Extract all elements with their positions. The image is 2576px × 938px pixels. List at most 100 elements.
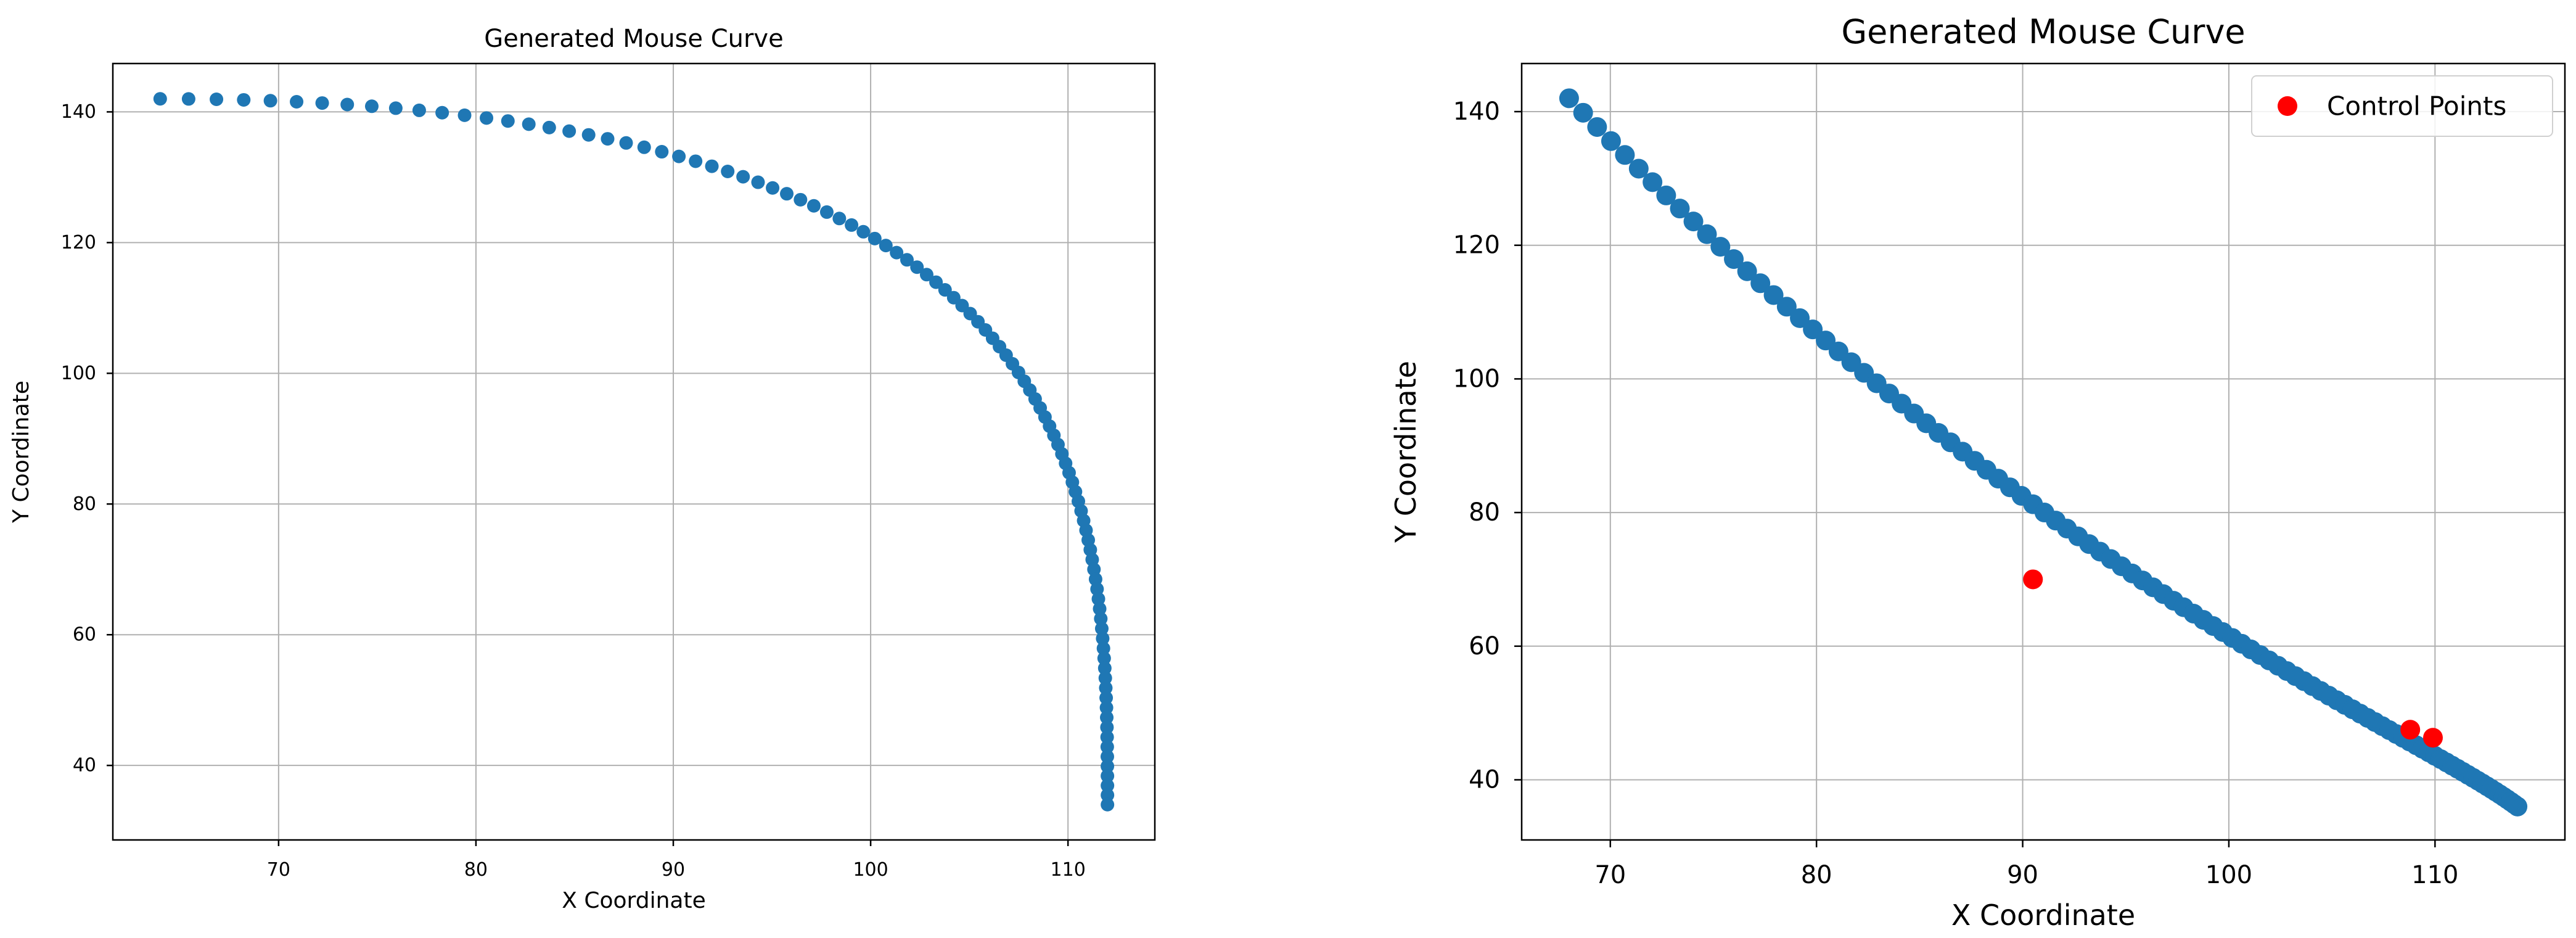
curve-point: [1615, 145, 1635, 165]
x-tick-label: 100: [2205, 861, 2252, 889]
y-tick-label: 60: [1469, 632, 1500, 660]
curve-point: [1101, 797, 1115, 812]
y-tick-label: 100: [1453, 364, 1500, 393]
curve-point: [1090, 582, 1104, 596]
x-tick-label: 80: [1801, 861, 1832, 889]
legend-box: [2251, 75, 2553, 137]
chart-left-x-axis-label: X Coordinate: [562, 888, 705, 913]
x-tick-label: 100: [853, 859, 888, 881]
y-tick-label: 40: [73, 755, 96, 776]
curve-point: [637, 140, 651, 154]
curve-point: [856, 224, 871, 239]
curve-point: [794, 192, 808, 207]
y-tick-label: 80: [73, 493, 96, 515]
x-tick-label: 110: [2411, 861, 2458, 889]
curve-point: [1670, 199, 1690, 219]
x-tick-label: 90: [662, 859, 685, 881]
curve-point: [806, 199, 821, 213]
chart-left-y-axis-label: Y Coordinate: [9, 381, 34, 524]
curve-point: [900, 253, 914, 267]
curve-point: [879, 239, 893, 253]
curve-point: [1094, 622, 1109, 636]
chart-left-title: Generated Mouse Curve: [484, 25, 783, 53]
chart-right-y-axis-label: Y Coordinate: [1389, 361, 1422, 543]
curve-point: [435, 105, 449, 120]
curve-point: [1816, 331, 1836, 351]
y-tick-label: 60: [73, 624, 96, 646]
curve-point: [1724, 249, 1744, 269]
curve-point: [1628, 158, 1649, 179]
curve-point: [766, 181, 780, 195]
chart-left-ticks: 70 80 90 100 110 40 60 80 100 120 140: [61, 101, 1086, 881]
curve-point: [1100, 749, 1114, 763]
curve-point: [1763, 285, 1784, 305]
y-tick-label: 40: [1469, 765, 1500, 794]
curve-point: [780, 187, 794, 201]
curve-point: [1683, 212, 1704, 232]
curve-point: [938, 283, 952, 297]
curve-point: [1601, 131, 1621, 151]
curve-point: [1776, 297, 1797, 317]
curve-point: [1643, 172, 1663, 192]
curve-point: [237, 93, 251, 107]
curve-point: [705, 159, 719, 173]
control-point: [2023, 569, 2043, 590]
curve-point: [562, 124, 576, 138]
curve-point: [1101, 788, 1115, 802]
curve-point: [751, 175, 765, 189]
curve-point: [1096, 632, 1110, 646]
curve-point: [364, 99, 379, 113]
curve-point: [672, 149, 686, 163]
curve-point: [1737, 261, 1757, 281]
curve-point: [619, 136, 633, 150]
x-tick-label: 70: [267, 859, 290, 881]
chart-right-plot-frame: [1520, 62, 2566, 841]
curve-point: [340, 97, 355, 112]
curve-point: [1100, 730, 1114, 744]
curve-point: [736, 170, 750, 184]
curve-point: [542, 120, 556, 134]
y-tick-label: 140: [61, 101, 96, 123]
chart-right-x-axis-label: X Coordinate: [1951, 899, 2135, 932]
chart-right-title: Generated Mouse Curve: [1841, 12, 2245, 51]
curve-point: [819, 205, 834, 219]
curve-point: [832, 212, 847, 226]
curve-point: [522, 117, 536, 131]
curve-point: [1790, 308, 1810, 328]
chart-right-legend: Control Points: [2251, 75, 2553, 137]
curve-point: [181, 92, 195, 106]
curve-point: [1101, 759, 1115, 773]
control-point: [2422, 728, 2443, 748]
chart-left: 70 80 90 100 110 40 60 80 100 120 140 Generated Mo…: [9, 25, 1156, 913]
curve-point: [1091, 592, 1105, 606]
curve-point: [1099, 691, 1114, 705]
curve-point: [1099, 701, 1114, 715]
x-tick-label: 110: [1051, 859, 1086, 881]
curve-point: [845, 218, 859, 232]
curve-point: [890, 245, 904, 260]
chart-left-grid: [113, 64, 1155, 840]
curve-point: [1098, 671, 1112, 685]
curve-point: [655, 145, 669, 159]
curve-point: [1101, 778, 1115, 792]
curve-point: [929, 275, 943, 289]
y-tick-label: 80: [1469, 498, 1500, 527]
curve-point: [581, 128, 596, 142]
chart-right-points: [1559, 88, 2528, 817]
curve-point: [601, 132, 615, 146]
curve-point: [388, 101, 403, 115]
chart-right: 70 80 90 100 110 40 60 80 100 120 140 Generated Mo…: [1389, 12, 2566, 932]
curve-point: [1750, 273, 1771, 294]
curve-point: [290, 94, 304, 109]
curve-point: [263, 94, 277, 108]
curve-point: [689, 154, 703, 168]
curve-point: [1097, 661, 1112, 675]
curve-point: [1559, 88, 1579, 109]
curve-point: [1697, 224, 1717, 244]
x-tick-label: 70: [1594, 861, 1626, 889]
y-tick-label: 120: [61, 232, 96, 253]
curve-point: [1099, 681, 1113, 695]
curve-point: [1710, 237, 1731, 257]
